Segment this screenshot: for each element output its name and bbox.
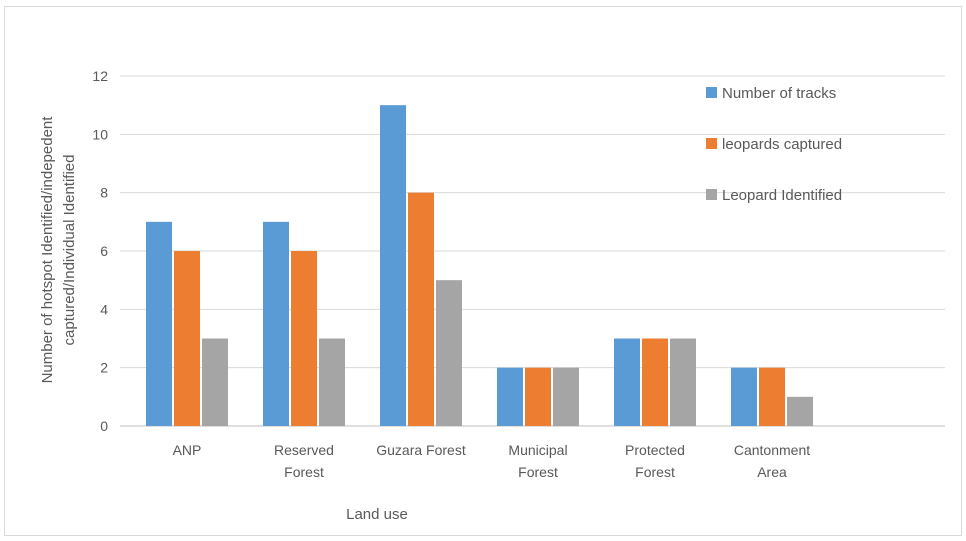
bar — [436, 280, 462, 426]
x-tick-label: Protected Forest — [625, 442, 685, 480]
bar — [759, 367, 785, 426]
bar — [291, 251, 317, 426]
legend-swatch — [706, 189, 717, 200]
bar — [319, 338, 345, 426]
x-tick-label: Cantonment Area — [734, 442, 810, 480]
bar — [408, 192, 434, 426]
x-tick-label: Municipal Forest — [508, 442, 567, 480]
x-axis-ticks: ANP Reserved Forest Guzara Forest Municipal F… — [173, 442, 811, 480]
x-tick-label: Guzara Forest — [376, 442, 466, 458]
bars — [146, 105, 813, 427]
legend: Number of tracks leopards captured Leopard… — [706, 85, 842, 204]
bar — [497, 367, 523, 426]
bar — [553, 367, 579, 426]
y-tick-label: 12 — [92, 68, 108, 84]
legend-label: Number of tracks — [722, 85, 836, 102]
legend-swatch — [706, 87, 717, 98]
x-tick-label: ANP — [173, 442, 202, 458]
x-tick-label: Reserved Forest — [274, 442, 334, 480]
y-tick-label: 0 — [100, 418, 108, 434]
y-axis-title: Number of hotspot Identified/indepedent c… — [39, 116, 78, 384]
bar — [525, 367, 551, 426]
y-axis-ticks: 0 2 4 6 8 10 12 — [92, 68, 108, 434]
bar — [614, 338, 640, 426]
y-tick-label: 2 — [100, 360, 108, 376]
bar — [731, 367, 757, 426]
x-axis-title: Land use — [346, 506, 408, 523]
legend-label: Leopard Identified — [722, 187, 842, 204]
y-tick-label: 8 — [100, 185, 108, 201]
legend-label: leopards captured — [722, 136, 842, 153]
bar — [380, 105, 406, 427]
y-tick-label: 6 — [100, 243, 108, 259]
legend-swatch — [706, 138, 717, 149]
bar — [174, 251, 200, 426]
bar — [263, 221, 289, 426]
bar — [202, 338, 228, 426]
y-tick-label: 10 — [92, 126, 108, 142]
bar — [670, 338, 696, 426]
y-tick-label: 4 — [100, 301, 108, 317]
bar — [787, 396, 813, 426]
bar — [146, 221, 172, 426]
bar — [642, 338, 668, 426]
